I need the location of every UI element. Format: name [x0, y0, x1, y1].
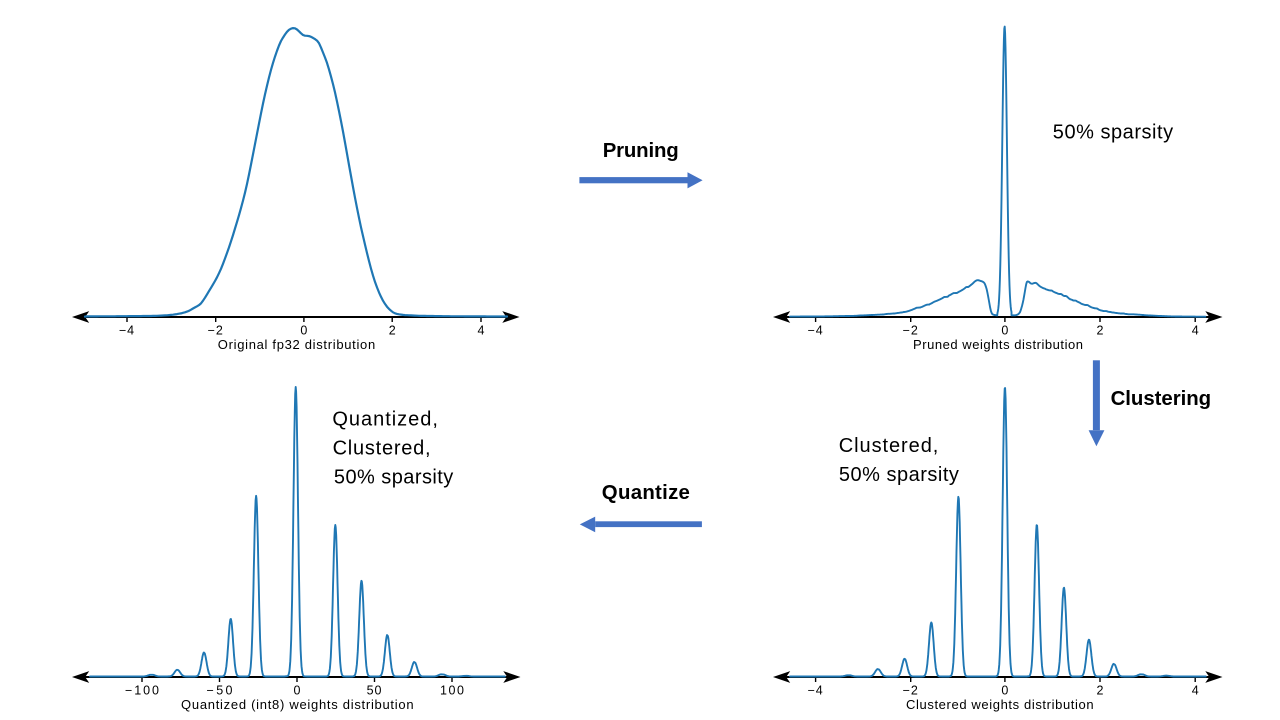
svg-text:0: 0 [300, 324, 307, 338]
svg-text:Pruning: Pruning [603, 140, 679, 162]
svg-text:0: 0 [294, 684, 301, 698]
svg-text:−4: −4 [808, 684, 824, 698]
svg-text:4: 4 [1192, 684, 1199, 698]
svg-text:50% sparsity: 50% sparsity [839, 464, 959, 486]
svg-text:Clustered,: Clustered, [839, 435, 939, 457]
svg-text:100: 100 [440, 684, 464, 698]
svg-text:0: 0 [1001, 324, 1008, 338]
svg-text:−2: −2 [208, 324, 224, 338]
svg-text:Quantized,: Quantized, [332, 409, 438, 431]
svg-text:50% sparsity: 50% sparsity [1053, 122, 1173, 144]
svg-text:−2: −2 [903, 684, 919, 698]
svg-text:50: 50 [367, 684, 383, 698]
svg-text:Clustered weights distribution: Clustered weights distribution [906, 697, 1094, 712]
svg-text:2: 2 [1097, 324, 1104, 338]
svg-text:4: 4 [478, 324, 485, 338]
svg-text:Quantized (int8) weights distr: Quantized (int8) weights distribution [181, 697, 414, 712]
svg-text:0: 0 [1001, 684, 1008, 698]
svg-text:Pruned weights distribution: Pruned weights distribution [913, 337, 1083, 352]
svg-text:4: 4 [1192, 324, 1199, 338]
svg-text:Original fp32 distribution: Original fp32 distribution [218, 337, 375, 352]
svg-text:50% sparsity: 50% sparsity [334, 467, 453, 489]
svg-text:2: 2 [389, 324, 396, 338]
svg-text:−4: −4 [119, 324, 135, 338]
svg-text:−50: −50 [207, 684, 233, 698]
svg-text:Quantize: Quantize [602, 482, 690, 504]
svg-text:Clustering: Clustering [1111, 388, 1212, 410]
svg-text:Clustered,: Clustered, [333, 438, 431, 460]
svg-text:2: 2 [1097, 684, 1104, 698]
svg-text:−4: −4 [808, 324, 824, 338]
svg-text:−2: −2 [903, 324, 919, 338]
